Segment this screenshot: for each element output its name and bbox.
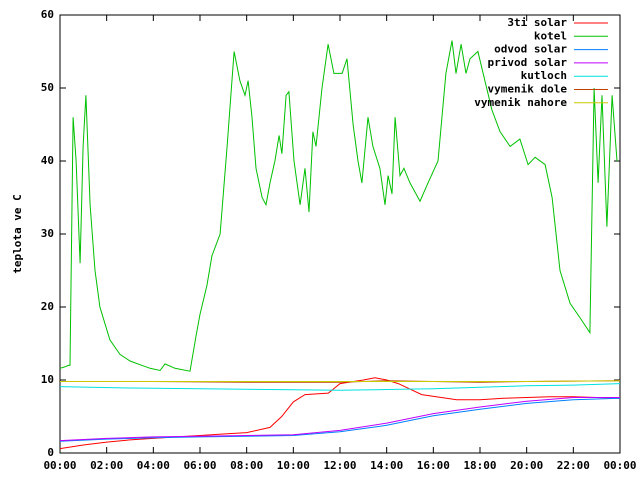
- y-tick-label: 50: [41, 81, 54, 94]
- legend-label: vymenik dole: [488, 83, 568, 96]
- x-tick-label: 00:00: [603, 459, 636, 472]
- legend-label: odvod solar: [494, 43, 567, 56]
- x-tick-label: 14:00: [370, 459, 403, 472]
- x-tick-label: 18:00: [463, 459, 496, 472]
- x-tick-label: 16:00: [417, 459, 450, 472]
- x-tick-label: 22:00: [557, 459, 590, 472]
- y-tick-label: 30: [41, 227, 54, 240]
- legend-label: kotel: [534, 29, 567, 42]
- legend-label: 3ti solar: [507, 16, 567, 29]
- x-tick-label: 04:00: [137, 459, 170, 472]
- y-tick-label: 40: [41, 154, 54, 167]
- y-tick-label: 60: [41, 8, 54, 21]
- x-tick-label: 08:00: [230, 459, 263, 472]
- y-axis-label: teplota ve C: [11, 194, 24, 273]
- legend-label: privod solar: [488, 56, 568, 69]
- x-tick-label: 20:00: [510, 459, 543, 472]
- y-tick-label: 20: [41, 300, 54, 313]
- legend-label: vymenik nahore: [474, 96, 567, 109]
- x-tick-label: 10:00: [277, 459, 310, 472]
- x-tick-label: 06:00: [183, 459, 216, 472]
- series-line: [59, 397, 620, 442]
- series-line: [59, 40, 618, 372]
- legend-label: kutloch: [521, 69, 567, 82]
- x-tick-label: 00:00: [43, 459, 76, 472]
- series-line: [59, 383, 621, 391]
- series-line: [60, 380, 621, 382]
- y-tick-label: 10: [41, 373, 54, 386]
- x-tick-label: 02:00: [90, 459, 123, 472]
- y-tick-label: 0: [47, 446, 54, 459]
- series-line: [59, 397, 621, 442]
- x-tick-label: 12:00: [323, 459, 356, 472]
